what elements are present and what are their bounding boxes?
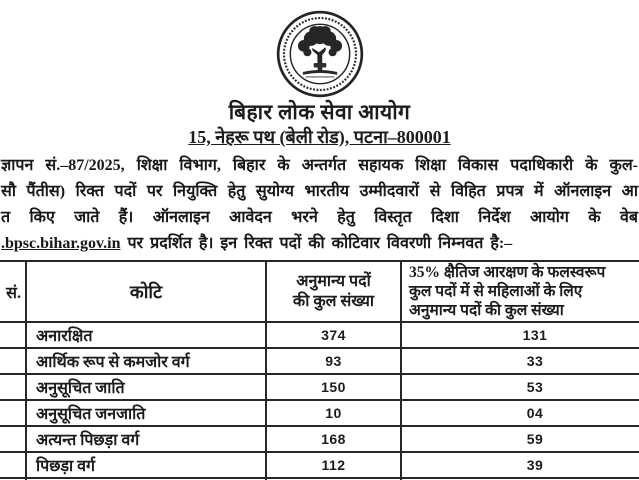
header-total-posts: अनुमान्य पदों की कुल संख्या: [265, 260, 402, 323]
notice-line-3: त किए जाते हैं। ऑनलाइन आवेदन भरने हेतु व…: [1, 209, 638, 226]
notice-line-4: .bpsc.bihar.gov.in पर प्रदर्शित है। इन र…: [0, 231, 639, 257]
category-cell: अनुसूचित जनजाति: [25, 399, 267, 427]
table-row: पिछड़े वर्गों की महिलाएँ 28 00: [0, 477, 639, 480]
header-women-line3: अनुमान्य पदों की कुल संख्या: [409, 302, 564, 319]
category-cell: अनारक्षित: [25, 321, 267, 349]
category-cell: अत्यन्त पिछड़ा वर्ग: [25, 425, 267, 453]
women-posts-cell: 04: [400, 399, 639, 427]
women-posts-cell: 131: [400, 321, 639, 349]
women-posts-cell: 00: [400, 477, 639, 480]
header-total-line2: की कुल संख्या: [292, 292, 375, 310]
notice-body: ज्ञापन सं.–87/2025, शिक्षा विभाग, बिहार …: [0, 153, 639, 257]
header-women-posts: 35% क्षैतिज आरक्षण के फलस्वरूप कुल पदों …: [400, 260, 639, 323]
org-name: बिहार लोक सेवा आयोग: [228, 100, 411, 124]
women-posts-cell: 53: [400, 373, 639, 401]
serial-cell: [0, 347, 27, 375]
serial-cell: [0, 399, 27, 427]
notice-line-2: सौ पैंतीस) रिक्त पदों पर नियुक्ति हेतु स…: [1, 183, 638, 200]
serial-cell: [0, 321, 27, 349]
table-row: आर्थिक रूप से कमजोर वर्ग 93 33: [0, 347, 639, 375]
header-total-line1: अनुमान्य पदों: [296, 272, 371, 290]
header-women-line1: 35% क्षैतिज आरक्षण के फलस्वरूप: [409, 264, 606, 281]
total-posts-cell: 112: [265, 451, 402, 479]
total-posts-cell: 150: [265, 373, 402, 401]
header-serial: सं.: [0, 260, 27, 323]
category-cell: अनुसूचित जाति: [25, 373, 267, 401]
women-posts-cell: 33: [400, 347, 639, 375]
header-category: कोटि: [25, 260, 267, 323]
category-cell: पिछड़ा वर्ग: [25, 451, 267, 479]
total-posts-cell: 10: [265, 399, 402, 427]
category-cell: आर्थिक रूप से कमजोर वर्ग: [25, 347, 267, 375]
total-posts-cell: 28: [265, 477, 402, 480]
header-women-line2: कुल पदों में से महिलाओं के लिए: [409, 283, 583, 300]
bpsc-seal-icon: [276, 10, 363, 98]
vacancy-table: सं. कोटि अनुमान्य पदों की कुल संख्या 35%…: [0, 260, 639, 480]
total-posts-cell: 168: [265, 425, 402, 453]
serial-cell: [0, 451, 27, 479]
serial-cell: [0, 373, 27, 401]
website-link[interactable]: .bpsc.bihar.gov.in: [1, 235, 121, 252]
women-posts-cell: 39: [400, 451, 639, 479]
table-row: पिछड़ा वर्ग 112 39: [0, 451, 639, 479]
notice-line-4-rest: पर प्रदर्शित है। इन रिक्त पदों की कोटिवा…: [120, 235, 513, 252]
table-header-row: सं. कोटि अनुमान्य पदों की कुल संख्या 35%…: [0, 260, 639, 323]
serial-cell: [0, 477, 27, 480]
table-row: अनुसूचित जनजाति 10 04: [0, 399, 639, 427]
women-posts-cell: 59: [400, 425, 639, 453]
category-cell: पिछड़े वर्गों की महिलाएँ: [25, 477, 267, 480]
table-row: अनारक्षित 374 131: [0, 321, 639, 349]
org-address: 15, नेहरू पथ (बेली रोड), पटना–800001: [188, 127, 451, 147]
table-row: अनुसूचित जाति 150 53: [0, 373, 639, 401]
table-row: अत्यन्त पिछड़ा वर्ग 168 59: [0, 425, 639, 453]
notice-line-1: ज्ञापन सं.–87/2025, शिक्षा विभाग, बिहार …: [1, 157, 638, 174]
serial-cell: [0, 425, 27, 453]
table-header: सं. कोटि अनुमान्य पदों की कुल संख्या 35%…: [0, 260, 639, 323]
total-posts-cell: 93: [265, 347, 402, 375]
table-body: अनारक्षित 374 131 आर्थिक रूप से कमजोर वर…: [0, 321, 639, 480]
total-posts-cell: 374: [265, 321, 402, 349]
